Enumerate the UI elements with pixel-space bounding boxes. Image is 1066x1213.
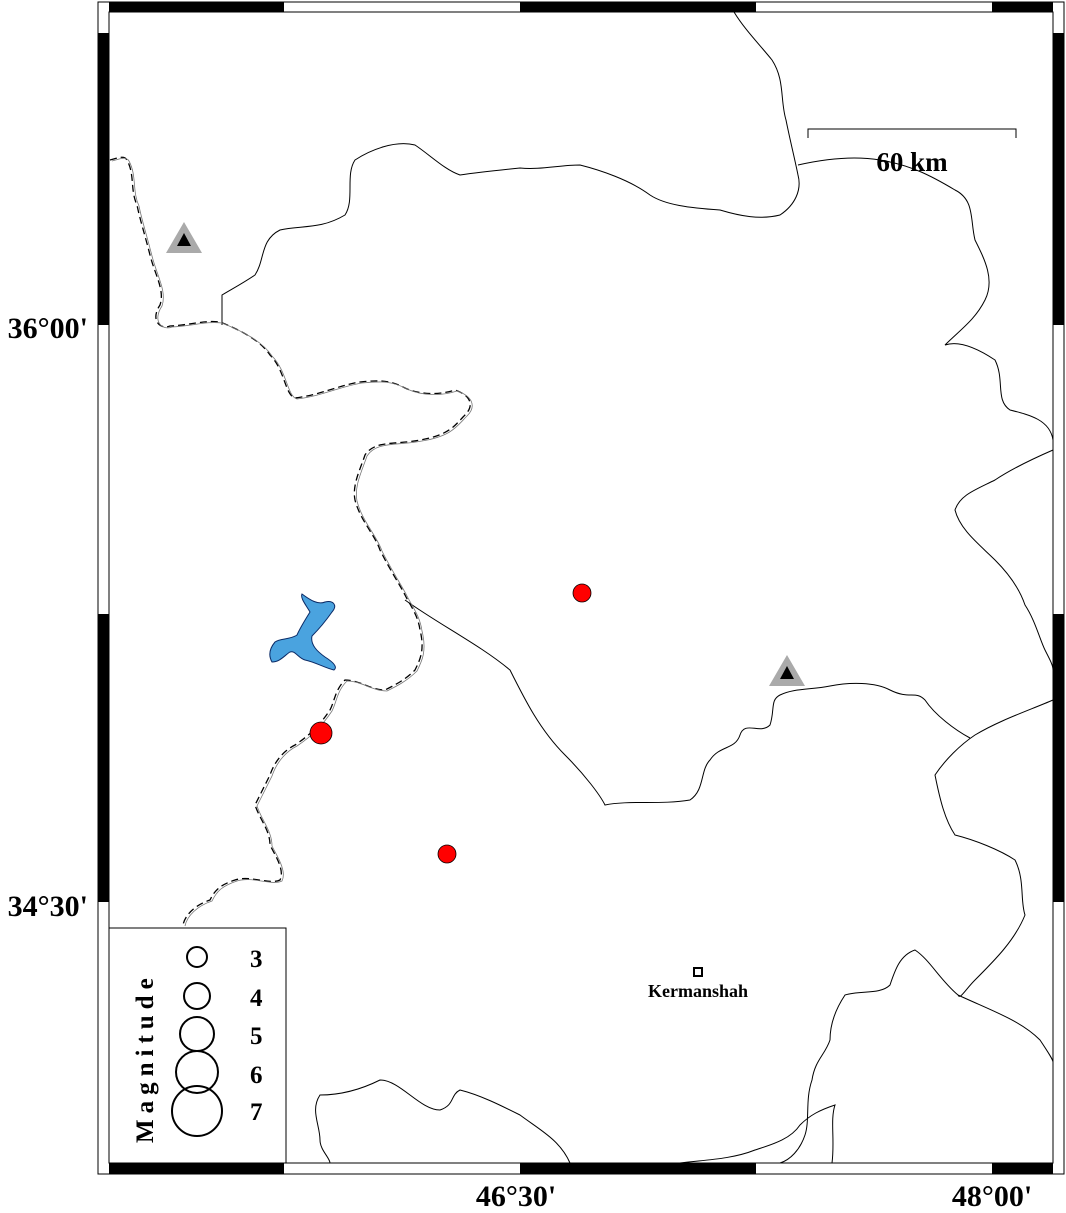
- lon-label-left: 46°30': [476, 1180, 556, 1213]
- legend-entry: 6: [250, 1062, 263, 1089]
- earthquake-event-2[interactable]: [309, 721, 333, 745]
- scale-bar-label: 60 km: [876, 147, 948, 177]
- earthquake-event-3[interactable]: [437, 844, 457, 864]
- legend-title: Magnitude: [132, 972, 159, 1143]
- legend-circle-icon: [171, 1085, 223, 1137]
- legend-entry: 7: [250, 1099, 263, 1126]
- legend-entry: 4: [250, 985, 263, 1012]
- lake: [269, 593, 336, 671]
- province-boundaries: [221, 11, 1054, 1164]
- legend-entry: 3: [250, 946, 263, 973]
- scale-bar: 60 km: [807, 128, 1017, 177]
- city-label: Kermanshah: [648, 981, 748, 1001]
- seismic-station-e[interactable]: [769, 655, 805, 686]
- city-marker-icon: [693, 967, 703, 977]
- lat-label-upper: 36°00': [8, 312, 88, 345]
- lon-label-right: 48°00': [952, 1180, 1032, 1213]
- magnitude-legend: Magnitude 3 4 5 6 7: [108, 927, 287, 1164]
- earthquake-event-1[interactable]: [572, 583, 592, 603]
- legend-circle-icon: [186, 946, 208, 968]
- legend-circle-icon: [175, 1050, 219, 1094]
- lat-label-lower: 34°30': [8, 890, 88, 923]
- legend-circle-icon: [183, 982, 211, 1010]
- legend-entry: 5: [250, 1023, 263, 1050]
- seismic-station-nw[interactable]: [166, 222, 202, 253]
